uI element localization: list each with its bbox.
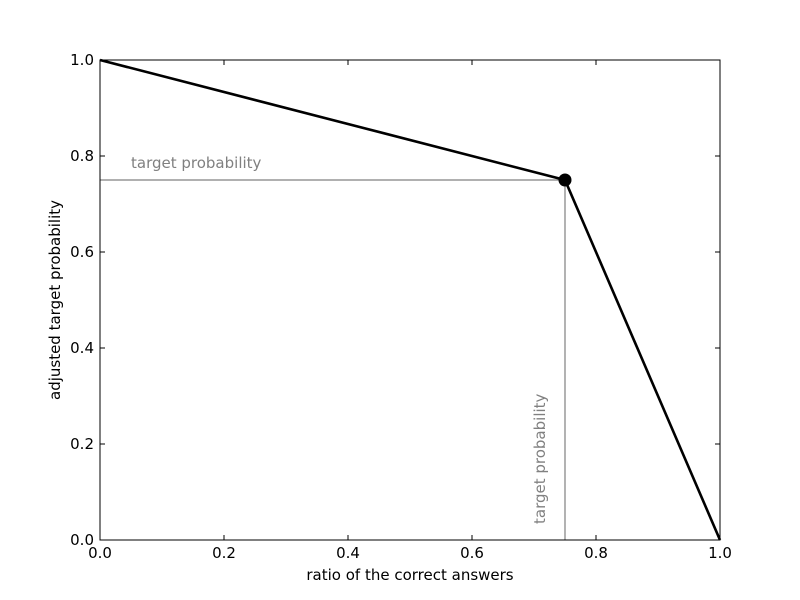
- plot-frame: [99, 59, 721, 541]
- y-tick-label: 1.0: [70, 51, 94, 69]
- x-tick-label: 0.0: [88, 544, 112, 562]
- series-layer: [99, 58, 722, 541]
- ticks-layer: 0.0 0.2 0.4 0.6 0.8 1.0 0.0 0.2 0.4 0.6 0.8 1.0: [70, 51, 732, 562]
- y-tick-label: 0.2: [70, 435, 94, 453]
- x-tick-label: 1.0: [708, 544, 732, 562]
- y-tick-label: 0.0: [70, 531, 94, 549]
- reference-lines-layer: [100, 179, 566, 540]
- y-axis-label: adjusted target probability: [46, 200, 64, 400]
- x-tick-label: 0.4: [336, 544, 360, 562]
- y-tick-label: 0.8: [70, 147, 94, 165]
- vertical-annotation-label: target probability: [531, 393, 549, 524]
- x-tick-label: 0.8: [584, 544, 608, 562]
- x-tick-label: 0.6: [460, 544, 484, 562]
- y-tick-label: 0.6: [70, 243, 94, 261]
- target-point-marker: [558, 173, 572, 187]
- series-line-0: [99, 58, 722, 541]
- x-axis-label: ratio of the correct answers: [306, 566, 513, 584]
- x-tick-label: 0.2: [212, 544, 236, 562]
- horizontal-annotation-label: target probability: [131, 154, 262, 172]
- y-tick-label: 0.4: [70, 339, 94, 357]
